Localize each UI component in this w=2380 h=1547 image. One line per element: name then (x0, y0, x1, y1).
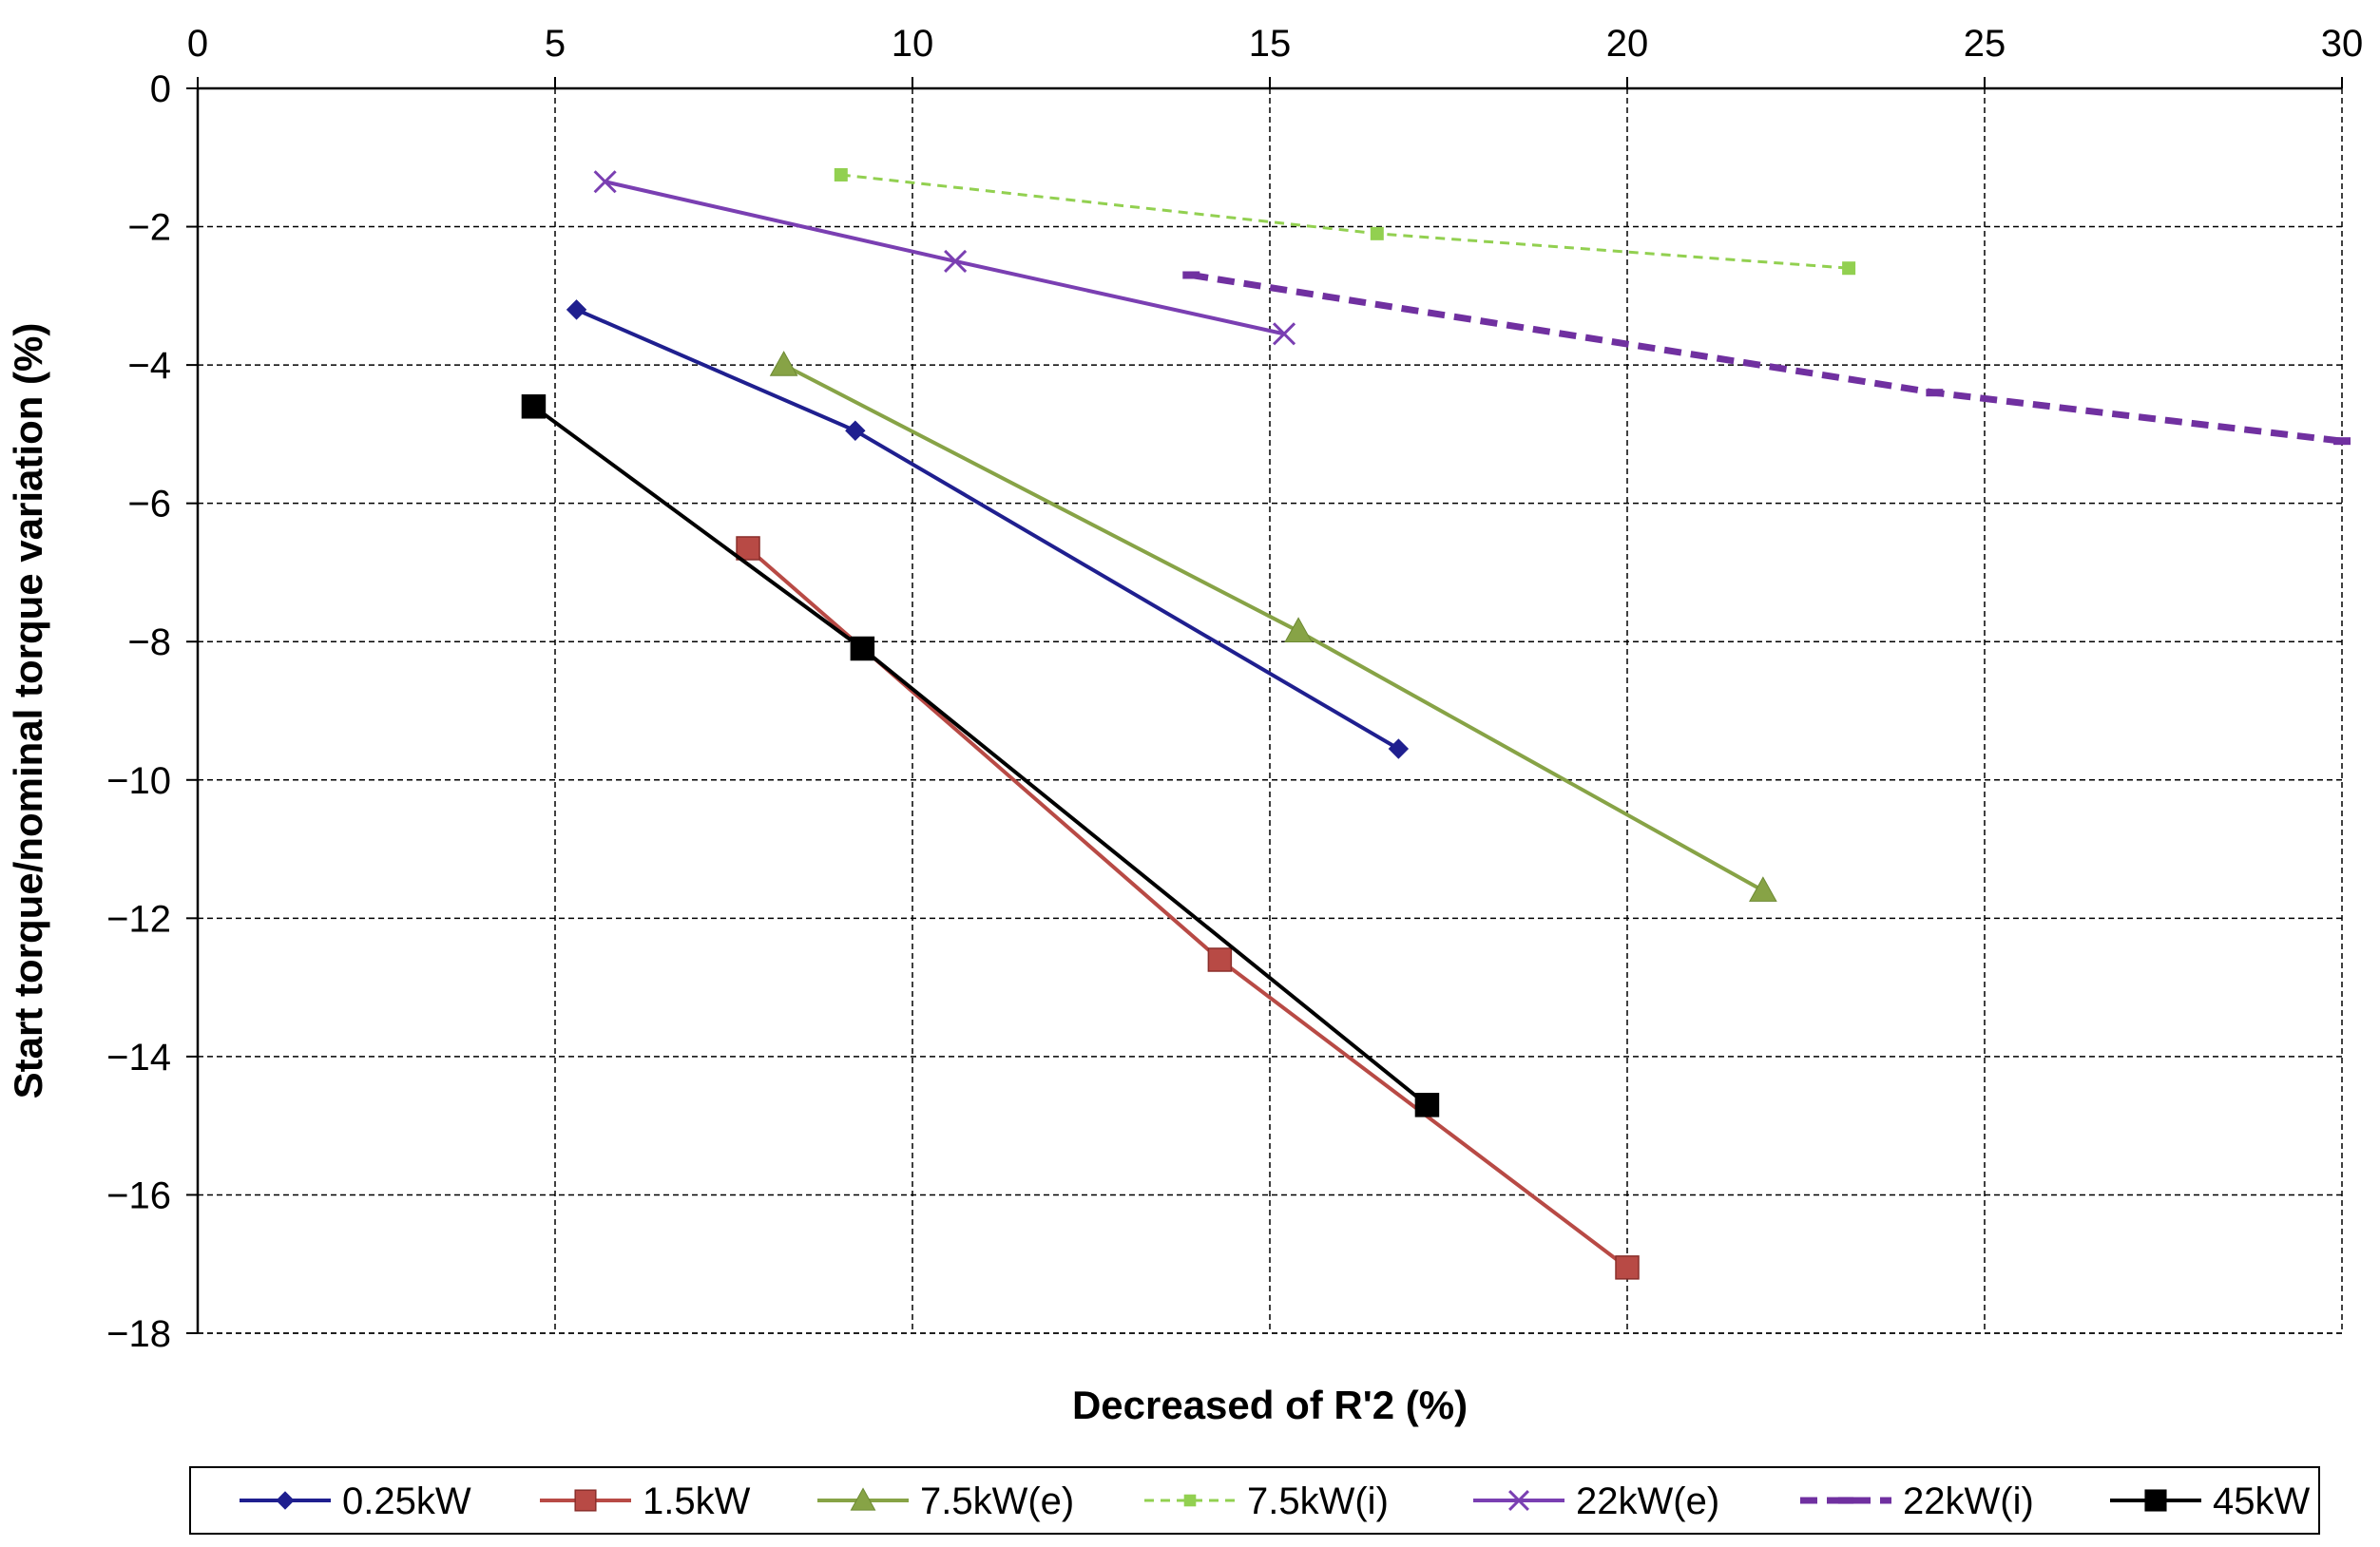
data-point-22kw-i- (2333, 437, 2351, 446)
legend-item: 0.25kW (240, 1480, 471, 1522)
data-point-0-25kw (276, 1491, 295, 1510)
legend-label: 45kW (2213, 1480, 2310, 1522)
axes (186, 77, 2343, 1334)
data-point-1-5kw (736, 536, 760, 561)
legend-label: 7.5kW(e) (920, 1480, 1074, 1522)
data-point-0-25kw (566, 299, 587, 320)
x-tick-label: 20 (1606, 23, 1649, 65)
series-0-25kw (566, 299, 1410, 759)
legend-item: 22kW(i) (1800, 1480, 2034, 1522)
data-point-7-5kw-e- (1284, 617, 1313, 643)
y-tick-label: −16 (106, 1175, 171, 1216)
data-point-7-5kw-e- (769, 351, 798, 376)
data-point-7-5kw-i- (1842, 261, 1856, 276)
data-point-0-25kw (1388, 738, 1410, 759)
data-point-45kw (521, 394, 547, 419)
y-tick-label: −10 (106, 760, 171, 802)
series-45kw (521, 394, 1440, 1117)
data-point-1-5kw (1207, 947, 1233, 972)
y-tick-label: −8 (127, 621, 171, 663)
data-point-7-5kw-i- (834, 167, 848, 181)
data-point-0-25kw (845, 420, 866, 441)
series-7-5kw-i- (834, 167, 1856, 276)
data-point-7-5kw-i- (1370, 226, 1384, 240)
x-tick-label: 25 (1964, 23, 2006, 65)
x-tick-label: 5 (545, 23, 566, 65)
data-point-1-5kw (1615, 1255, 1640, 1280)
legend-item: 22kW(e) (1473, 1480, 1719, 1522)
legend-label: 1.5kW (643, 1480, 751, 1522)
x-tick-label: 10 (892, 23, 934, 65)
y-axis-label: Start torque/nominal torque variation (%… (6, 323, 50, 1099)
legend-label: 22kW(e) (1576, 1480, 1719, 1522)
data-point-22kw-e- (1508, 1490, 1529, 1511)
x-tick-label: 0 (187, 23, 208, 65)
series-22kw-e- (593, 170, 1296, 346)
x-tick-label: 15 (1249, 23, 1292, 65)
legend-item: 45kW (2110, 1480, 2310, 1522)
data-point-7-5kw-e- (850, 1487, 876, 1511)
data-point-22kw-i- (1837, 1497, 1854, 1504)
y-tick-label: −4 (127, 345, 171, 387)
data-point-45kw (850, 636, 875, 661)
data-point-7-5kw-e- (1749, 876, 1777, 902)
legend-item: 7.5kW(e) (817, 1480, 1074, 1522)
y-tick-label: −6 (127, 484, 171, 525)
legend: 0.25kW 1.5kW 7.5kW(e) 7.5kW(i) 22kW(e) 22kW(i… (189, 1466, 2320, 1535)
data-point-22kw-i- (1182, 271, 1200, 279)
y-tick-label: 0 (150, 68, 171, 110)
y-tick-label: −14 (106, 1037, 171, 1079)
y-tick-labels: 0 −2 −4 −6 −8 −10 −12 −14 −16 −18 (106, 68, 171, 1355)
data-point-7-5kw-i- (1183, 1494, 1197, 1507)
y-tick-label: −2 (127, 207, 171, 249)
data-point-1-5kw (574, 1489, 597, 1512)
data-point-22kw-e- (944, 249, 968, 274)
data-point-22kw-e- (1272, 322, 1296, 346)
legend-label: 22kW(i) (1903, 1480, 2034, 1522)
x-tick-labels: 0 5 10 15 20 25 30 (187, 23, 2363, 65)
data-point-22kw-e- (593, 170, 617, 194)
y-tick-label: −18 (106, 1313, 171, 1355)
data-point-22kw-i- (1926, 389, 1944, 397)
series-7-5kw-e- (769, 351, 1777, 902)
y-tick-label: −12 (106, 898, 171, 940)
x-axis-label: Decreased of R'2 (%) (1072, 1383, 1468, 1427)
series-group (521, 167, 2351, 1280)
x-tick-label: 30 (2321, 23, 2364, 65)
legend-item: 7.5kW(i) (1144, 1480, 1389, 1522)
data-point-45kw (2144, 1489, 2167, 1512)
series-22kw-i- (1182, 271, 2351, 446)
legend-item: 1.5kW (540, 1480, 751, 1522)
data-point-45kw (1414, 1093, 1440, 1117)
legend-label: 7.5kW(i) (1247, 1480, 1389, 1522)
legend-label: 0.25kW (342, 1480, 471, 1522)
